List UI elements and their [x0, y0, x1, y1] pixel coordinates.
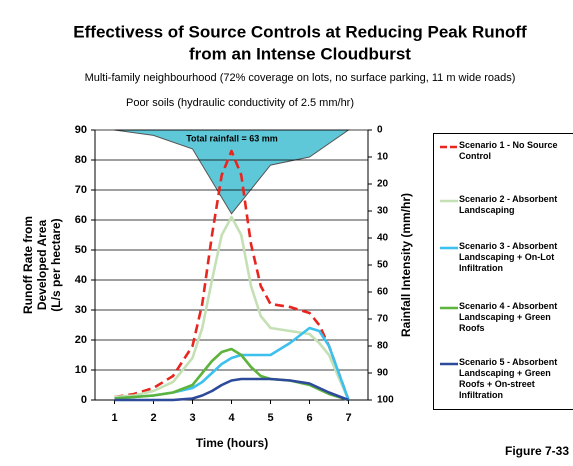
- chart-title: Effectivess of Source Controls at Reduci…: [73, 22, 527, 41]
- x-tick-label: 3: [189, 412, 195, 424]
- y2-tick-label: 10: [377, 152, 389, 163]
- y-tick-label: 90: [75, 124, 87, 136]
- x-tick-label: 5: [267, 412, 273, 424]
- legend-label: Scenario 3 - Absorbent Landscaping + On-…: [459, 241, 558, 273]
- legend-label: Scenario 1 - No Source Control: [459, 140, 558, 161]
- x-tick-label: 1: [111, 412, 117, 424]
- annotation: Total rainfall = 63 mm: [186, 133, 278, 143]
- figure-label: Figure 7-33: [505, 444, 569, 458]
- x-tick-label: 7: [345, 412, 351, 424]
- series-line: [114, 215, 350, 401]
- series-line: [114, 149, 350, 401]
- legend-swatch: [440, 246, 458, 250]
- y-axis-label: Runoff Rate from: [21, 216, 35, 314]
- y-tick-label: 40: [75, 274, 87, 286]
- series-line: [114, 377, 349, 402]
- legend-swatch: [440, 306, 458, 310]
- y-tick-label: 10: [75, 364, 87, 376]
- y2-tick-label: 0: [377, 125, 383, 136]
- y-axis-label: Developed Area: [35, 220, 49, 311]
- legend-swatch: [440, 145, 458, 149]
- y-tick-label: 50: [75, 244, 87, 256]
- y2-tick-label: 40: [377, 233, 389, 244]
- legend-label: Scenario 2 - Absorbent Landscaping: [459, 194, 558, 215]
- y-tick-label: 20: [75, 334, 87, 346]
- y-tick-label: 80: [75, 154, 87, 166]
- y2-tick-label: 70: [377, 314, 389, 325]
- subtitle: Poor soils (hydraulic conductivity of 2.…: [126, 97, 354, 109]
- y-tick-label: 30: [75, 304, 87, 316]
- y2-axis-label: Rainfall Intensity (mm/hr): [399, 193, 413, 337]
- legend-label: Scenario 4 - Absorbent Landscaping + Gre…: [459, 301, 558, 333]
- y2-tick-label: 60: [377, 287, 389, 298]
- legend-label: Scenario 5 - Absorbent Landscaping + Gre…: [459, 357, 558, 400]
- y2-tick-label: 90: [377, 368, 389, 379]
- x-tick-label: 2: [150, 412, 156, 424]
- rainfall-area: [114, 129, 351, 215]
- x-axis-label: Time (hours): [196, 436, 268, 450]
- y-tick-label: 70: [75, 184, 87, 196]
- legend-swatch: [440, 362, 458, 366]
- series-line: [114, 347, 349, 402]
- y-tick-label: 60: [75, 214, 87, 226]
- y-tick-label: 0: [81, 394, 87, 406]
- y2-tick-label: 20: [377, 179, 389, 190]
- y2-tick-label: 80: [377, 341, 389, 352]
- chart-title: from an Intense Cloudburst: [189, 44, 411, 63]
- y2-tick-label: 100: [377, 395, 394, 406]
- legend-swatch: [440, 199, 458, 203]
- y2-tick-label: 50: [377, 260, 389, 271]
- y2-tick-label: 30: [377, 206, 389, 217]
- x-tick-label: 4: [228, 412, 235, 424]
- x-tick-label: 6: [306, 412, 312, 424]
- legend: Scenario 1 - No Source Control Scenario 2…: [433, 133, 573, 410]
- y-axis-label: (L/s per hectare): [49, 218, 63, 311]
- subtitle: Multi-family neighbourhood (72% coverage…: [85, 72, 516, 84]
